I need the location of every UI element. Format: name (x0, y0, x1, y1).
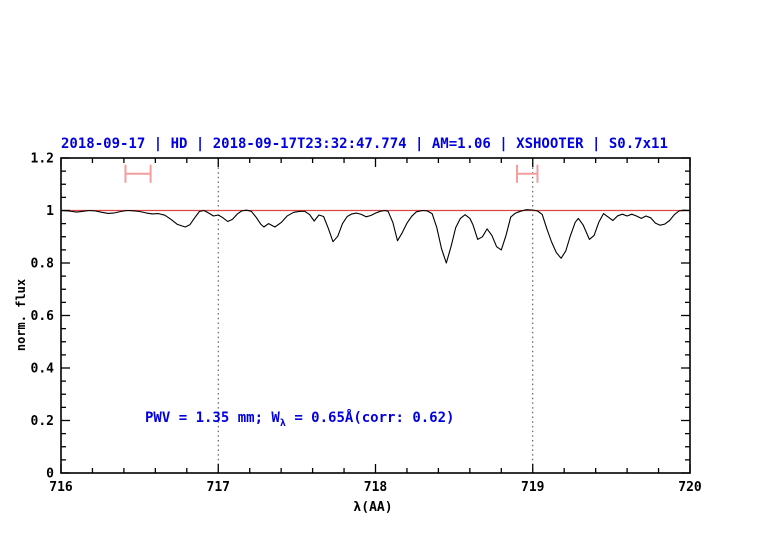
plot-title: 2018-09-17 | HD | 2018-09-17T23:32:47.77… (61, 136, 668, 152)
x-tick-label-717: 717 (207, 480, 230, 495)
y-tick-label-1: 1 (46, 204, 54, 219)
y-tick-label-0.2: 0.2 (31, 414, 54, 429)
y-axis-label: norm. flux (14, 278, 28, 352)
y-tick-label-1.2: 1.2 (31, 152, 54, 167)
axis-ticks (60, 157, 691, 474)
band-marker-2 (516, 164, 539, 183)
pwv-annotation: PWV = 1.35 mm; Wλ = 0.65Å(corr: 0.62) (145, 410, 454, 429)
x-tick-label-718: 718 (364, 480, 388, 495)
y-tick-label-0.4: 0.4 (31, 362, 55, 377)
x-tick-label-716: 716 (49, 480, 73, 495)
spectrum-line (60, 209, 691, 264)
y-tick-label-0: 0 (46, 467, 54, 482)
x-tick-label-719: 719 (521, 480, 544, 495)
y-tick-label-0.6: 0.6 (31, 309, 55, 324)
annotation-lambda-subscript: λ (279, 417, 286, 429)
annotation-post: = 0.65Å(corr: 0.62) (285, 410, 455, 426)
x-tick-label-720: 720 (678, 480, 702, 495)
band-marker-1 (124, 164, 152, 183)
annotation-pre: PWV = 1.35 mm; W (145, 410, 280, 426)
y-tick-label-0.8: 0.8 (31, 257, 55, 272)
x-axis-label: λ(AA) (353, 500, 393, 515)
